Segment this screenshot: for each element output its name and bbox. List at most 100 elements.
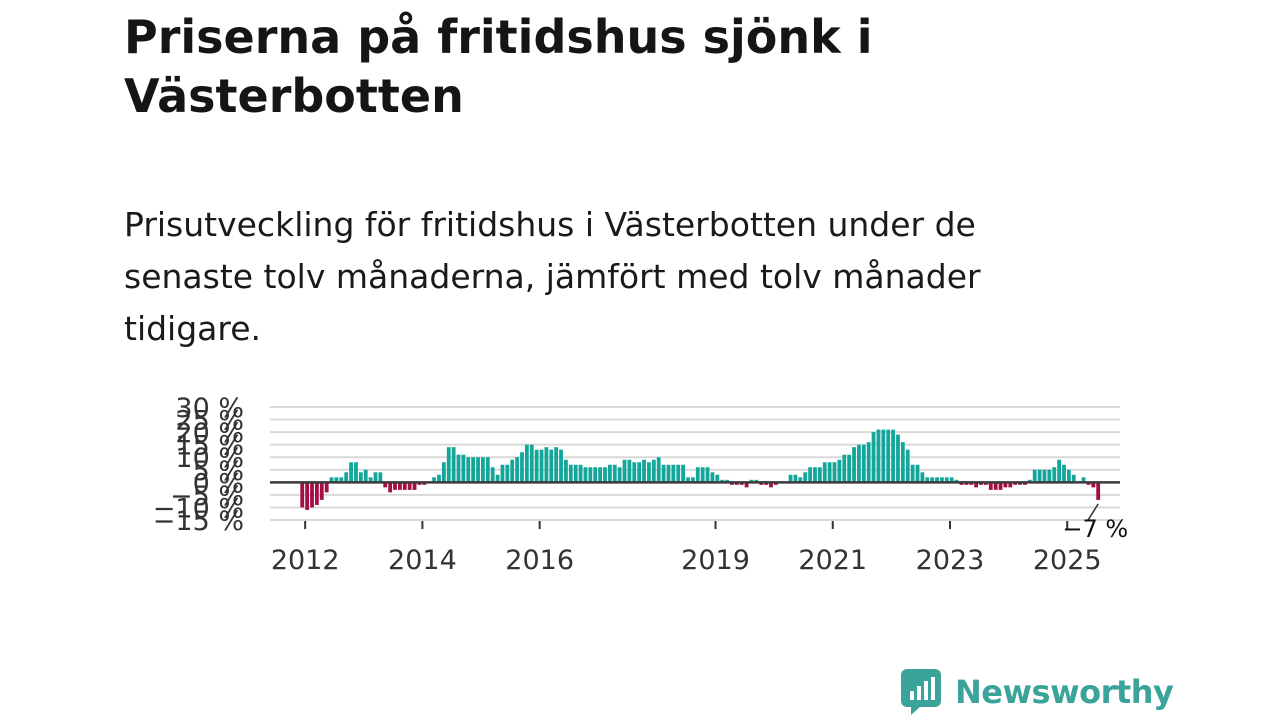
bar <box>549 449 554 483</box>
bar <box>910 464 915 483</box>
bar <box>949 477 954 483</box>
bar <box>319 482 324 500</box>
bar <box>554 447 559 483</box>
bar <box>598 467 603 483</box>
bar <box>1091 482 1096 488</box>
bar <box>412 482 417 490</box>
bar <box>900 442 905 483</box>
y-tick-label: 0 % <box>193 468 244 499</box>
bar <box>417 482 422 485</box>
bar <box>798 477 803 483</box>
bar <box>656 457 661 483</box>
y-tick-label: 25 % <box>175 406 244 437</box>
bar <box>524 444 529 483</box>
bar <box>813 467 817 483</box>
bar <box>1086 482 1091 485</box>
bar <box>725 479 729 483</box>
bar <box>393 482 397 490</box>
x-tick-label: 2023 <box>916 545 985 576</box>
bar <box>974 482 979 488</box>
bar <box>402 482 407 490</box>
bar <box>1013 482 1018 485</box>
bar <box>730 482 734 485</box>
bar <box>681 464 686 483</box>
bar <box>671 464 676 483</box>
bar <box>329 477 334 483</box>
y-tick-label: 20 % <box>175 418 244 449</box>
bar <box>700 467 705 483</box>
bar <box>622 459 627 483</box>
bar <box>632 462 637 483</box>
bar <box>969 482 974 485</box>
bar <box>690 477 695 483</box>
bar <box>1047 469 1052 483</box>
bar <box>749 479 754 483</box>
x-tick-label: 2021 <box>798 545 867 576</box>
bar <box>529 444 534 483</box>
bar <box>568 464 573 483</box>
bar <box>539 449 544 483</box>
x-tick-label: 2019 <box>681 545 750 576</box>
bar <box>471 457 476 483</box>
bar <box>515 457 520 483</box>
bar <box>1008 482 1013 488</box>
bar <box>1032 469 1037 483</box>
bar <box>559 449 563 483</box>
bar <box>1057 459 1062 483</box>
bar <box>1037 469 1042 483</box>
bar <box>637 462 642 483</box>
x-tick-label: 2025 <box>1033 545 1102 576</box>
bar <box>583 467 588 483</box>
bar <box>954 479 959 483</box>
x-tick-label: 2012 <box>271 545 340 576</box>
bar <box>578 464 583 483</box>
bar <box>852 447 856 483</box>
bar <box>383 482 388 488</box>
bar <box>520 452 524 483</box>
bar <box>720 479 725 483</box>
bar <box>817 467 822 483</box>
bar <box>358 472 363 483</box>
bar <box>651 459 656 483</box>
bar <box>861 444 866 483</box>
bar <box>847 454 852 483</box>
bar <box>769 482 773 488</box>
bar <box>407 482 412 490</box>
chart-subtitle: Prisutveckling för fritidshus i Västerbo… <box>124 205 981 348</box>
bar <box>964 482 969 485</box>
bar <box>446 447 451 483</box>
bar <box>832 462 837 483</box>
bar <box>461 454 466 483</box>
bar <box>998 482 1003 490</box>
bar <box>793 474 798 483</box>
bar <box>935 477 939 483</box>
bar <box>881 429 886 483</box>
bar <box>310 482 314 508</box>
y-tick-label: 5 % <box>193 456 244 487</box>
annotation-leader <box>1087 503 1099 521</box>
y-tick-label: −15 % <box>153 506 244 537</box>
bar <box>857 444 861 483</box>
bar <box>803 472 808 483</box>
newsworthy-logo-icon <box>901 669 941 715</box>
bar <box>1027 479 1032 483</box>
bar <box>642 459 646 483</box>
bar <box>456 454 461 483</box>
bar <box>705 467 710 483</box>
bar <box>1042 469 1047 483</box>
bar <box>534 449 539 483</box>
bar <box>944 477 949 483</box>
y-tick-label: 10 % <box>175 443 244 474</box>
bar <box>983 482 988 485</box>
last-value-label: −7 % <box>1062 515 1128 543</box>
bar <box>1052 467 1057 483</box>
bar-chart: −15 %−10 %−5 %0 %5 %10 %15 %20 %25 %30 %… <box>153 393 1128 576</box>
bar <box>593 467 598 483</box>
bar <box>886 429 891 483</box>
bar <box>324 482 329 493</box>
bar <box>305 482 310 510</box>
bar <box>388 482 393 493</box>
bar <box>993 482 998 490</box>
bar <box>915 464 920 483</box>
bar <box>1018 482 1022 485</box>
